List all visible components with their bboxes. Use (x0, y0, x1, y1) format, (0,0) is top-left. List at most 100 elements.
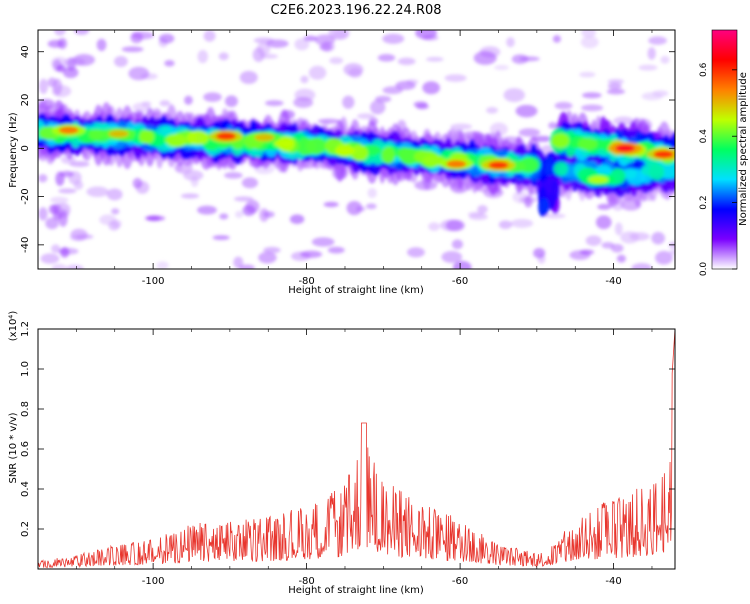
heatmap-cell (494, 65, 510, 71)
heatmap-cell (106, 188, 123, 201)
heatmap-cell (653, 150, 674, 159)
heatmap-cell (540, 198, 550, 215)
heatmap-cell (551, 133, 570, 149)
heatmap-cell (519, 56, 540, 62)
heatmap-cell (428, 222, 440, 231)
heatmap-cell (38, 207, 48, 221)
heatmap-cell (96, 38, 107, 52)
y-tick-label: 1.2 (20, 321, 31, 337)
heatmap-cell (72, 54, 95, 66)
heatmap-cell (369, 100, 386, 115)
colorbar-tick-label: 0.2 (699, 195, 709, 209)
y-tick-label: 0.4 (20, 481, 31, 497)
heatmap-cell (242, 205, 256, 216)
heatmap-cell (54, 100, 64, 116)
heatmap-cell (165, 133, 188, 148)
heatmap-cell (346, 200, 363, 216)
heatmap-cell (273, 139, 294, 148)
heatmap-cell (146, 215, 161, 222)
heatmap-cell (86, 186, 109, 198)
heatmap-cell (375, 95, 392, 103)
heatmap-cell (638, 64, 658, 71)
spectrogram-ylabel: Frequency (Hz) (8, 112, 19, 188)
heatmap-cell (607, 79, 624, 85)
heatmap-cell (45, 217, 59, 230)
x-tick-label: -60 (452, 576, 468, 587)
x-tick-label: -80 (298, 276, 314, 287)
heatmap-cell (50, 196, 69, 204)
heatmap-cell (395, 80, 416, 90)
heatmap-cell (382, 33, 405, 44)
heatmap-cell (40, 253, 60, 264)
heatmap-cell (197, 49, 209, 64)
heatmap-cell (413, 101, 428, 108)
heatmap-cell (407, 247, 425, 258)
x-tick-label: -100 (142, 576, 165, 587)
heatmap-cell (577, 137, 598, 151)
heatmap-cell (367, 187, 377, 199)
heatmap-cell (121, 46, 144, 53)
heatmap-cell (235, 210, 244, 219)
heatmap-cell (381, 146, 396, 164)
heatmap-cell (141, 101, 152, 107)
heatmap-cell (47, 39, 64, 48)
heatmap-cell (308, 65, 327, 80)
heatmap-cell (212, 235, 230, 241)
heatmap-cell (489, 122, 508, 137)
heatmap-cell (606, 88, 625, 95)
heatmap-cell (647, 47, 656, 60)
heatmap-cell (184, 95, 193, 105)
heatmap-cell (55, 171, 65, 186)
heatmap-cell (498, 220, 513, 229)
spectrogram-axes: -100 -80 -60 -40 40 20 0 -20 -40 (20, 30, 675, 287)
heatmap-cell (263, 246, 281, 254)
heatmap-cell (258, 251, 277, 264)
heatmap-cell (581, 104, 604, 112)
snr-series-line (38, 329, 675, 569)
heatmap-cell (266, 39, 289, 48)
heatmap-cell (70, 228, 88, 241)
heatmap-cell (180, 193, 200, 199)
heatmap-cell (239, 70, 258, 85)
heatmap-cell (473, 51, 497, 65)
heatmap-cell (607, 82, 622, 90)
heatmap-cell (69, 160, 90, 167)
x-tick-label: -60 (452, 276, 468, 287)
heatmap-cell (130, 31, 143, 44)
heatmap-cell (233, 196, 254, 202)
heatmap-cell (631, 263, 652, 269)
heatmap-cell (595, 215, 612, 230)
heatmap-cell (329, 57, 344, 65)
heatmap-cell (108, 129, 129, 138)
heatmap-cell (56, 64, 66, 73)
heatmap-cell (238, 264, 255, 269)
heatmap-cell (365, 203, 377, 210)
heatmap-cell (254, 133, 275, 142)
heatmap-cell (588, 175, 609, 184)
heatmap-cell (158, 33, 175, 44)
heatmap-cell (60, 247, 70, 258)
y-tick-label: 40 (20, 45, 31, 58)
spectrogram-xlabel: Height of straight line (km) (288, 285, 424, 296)
heatmap-cell (58, 188, 77, 194)
heatmap-cell (108, 220, 120, 231)
heatmap-cell (300, 250, 323, 258)
heatmap-cell (233, 256, 244, 269)
heatmap-cell (544, 162, 555, 177)
heatmap-cell (579, 249, 595, 255)
heatmap-cell (293, 97, 314, 108)
heatmap-cell (263, 211, 275, 218)
heatmap-cell (216, 132, 237, 141)
heatmap-cell (88, 129, 104, 140)
heatmap-cell (342, 95, 355, 109)
heatmap-cell (515, 104, 538, 118)
heatmap-cell (579, 71, 596, 78)
heatmap-cell (38, 99, 55, 110)
heatmap-cell (219, 213, 229, 220)
heatmap-cell (446, 160, 467, 168)
heatmap-cell (510, 218, 534, 228)
spectrogram-panel: -100 -80 -60 -40 40 20 0 -20 -40 Height of strai… (8, 29, 676, 296)
colorbar-gradient (711, 29, 738, 270)
x-tick-label: -100 (142, 276, 165, 287)
